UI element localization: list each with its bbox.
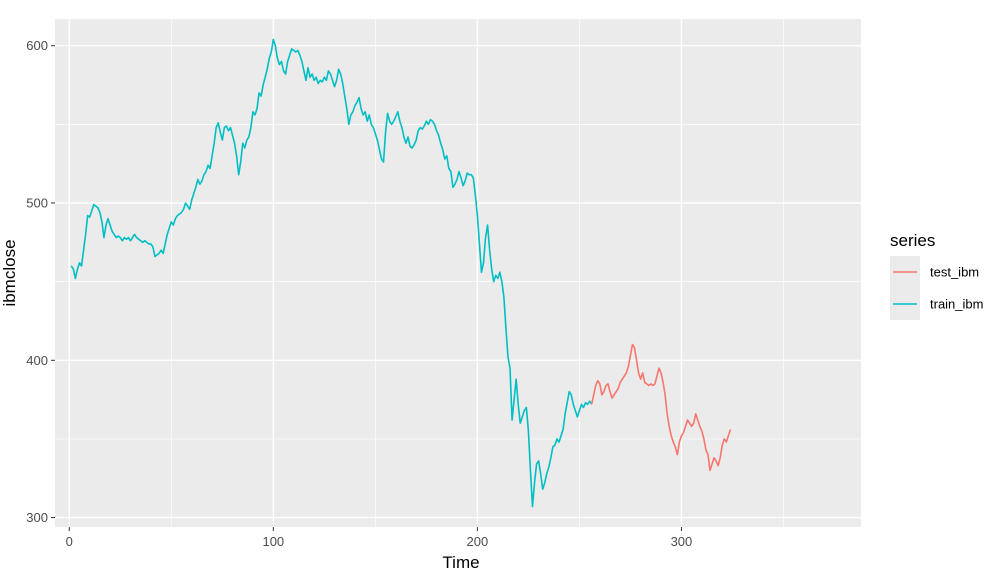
legend: series test_ibm train_ibm	[890, 231, 983, 320]
y-tick-label: 600	[26, 38, 48, 53]
x-axis-title: Time	[442, 553, 479, 572]
major-gridlines	[55, 19, 861, 527]
y-tick-label: 400	[26, 353, 48, 368]
legend-title: series	[890, 231, 935, 250]
legend-item-train_ibm: train_ibm	[890, 288, 983, 320]
y-axis: 300 400 500 600	[26, 38, 55, 525]
series-line-train_ibm	[70, 38, 593, 508]
x-tick-label: 200	[467, 534, 489, 549]
legend-label: test_ibm	[930, 265, 979, 280]
plot-panel	[55, 19, 861, 527]
series-lines	[70, 38, 732, 508]
minor-gridlines	[55, 19, 861, 527]
x-axis: 0 100 200 300	[66, 527, 693, 549]
x-tick-label: 0	[66, 534, 73, 549]
x-tick-label: 100	[262, 534, 284, 549]
y-tick-label: 300	[26, 510, 48, 525]
y-axis-title: ibmclose	[0, 239, 19, 306]
legend-keys: test_ibm train_ibm	[890, 256, 983, 320]
x-tick-label: 300	[671, 534, 693, 549]
series-line-test_ibm	[590, 343, 732, 472]
y-tick-label: 500	[26, 196, 48, 211]
legend-item-test_ibm: test_ibm	[890, 256, 979, 288]
legend-label: train_ibm	[930, 297, 983, 312]
